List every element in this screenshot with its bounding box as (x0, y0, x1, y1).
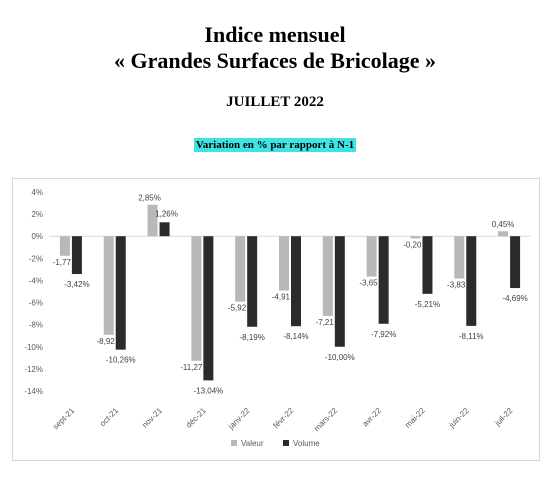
bar-volume (422, 236, 433, 294)
bar-valeur (191, 236, 202, 361)
bar-valeur (235, 236, 246, 302)
data-label: -8,14% (283, 332, 308, 341)
data-label: 0,45% (492, 220, 515, 229)
data-label: 2,85% (138, 194, 161, 203)
bar-volume (203, 236, 214, 381)
x-tick-label: déc-21 (184, 406, 208, 430)
bar-valeur (147, 204, 158, 237)
bar-chart: 4% 2% 0% -2% -4% -6% -8% -10% -12% -14% -1,77 -3,42… (24, 188, 531, 448)
y-tick-label: 2% (31, 210, 43, 219)
x-tick-label: oct-21 (98, 406, 120, 428)
data-label: -5,21% (415, 300, 440, 309)
y-tick-label: -4% (29, 276, 43, 285)
data-label: -8,11% (459, 332, 484, 341)
y-tick-label: -12% (24, 365, 43, 374)
bar-volume (466, 236, 477, 326)
chart-title-line1: Indice mensuel (204, 22, 346, 47)
data-label: -5,92 (228, 304, 247, 313)
data-label: -4,69% (502, 294, 527, 303)
x-tick-label: juin-22 (447, 406, 471, 430)
legend-label-volume: Volume (293, 439, 320, 448)
data-label: -7,92% (371, 330, 396, 339)
x-tick-label: juil-22 (492, 406, 515, 429)
bar-valeur (410, 236, 421, 239)
x-tick-label: sept-21 (51, 406, 77, 432)
data-label: -0,20 (403, 240, 422, 249)
y-tick-label: -6% (29, 299, 43, 308)
bar-valeur (366, 236, 377, 277)
y-tick-label: -8% (29, 321, 43, 330)
bar-valeur (279, 236, 289, 291)
bar-volume (115, 236, 126, 350)
y-tick-label: 4% (31, 188, 43, 197)
legend-swatch-volume (283, 440, 289, 446)
y-tick-label: -2% (29, 254, 43, 263)
data-label: -10,00% (325, 353, 355, 362)
x-tick-label: janv-22 (226, 406, 252, 432)
bar-valeur (322, 236, 333, 316)
legend-swatch-valeur (231, 440, 237, 446)
data-label: -13,04% (193, 386, 223, 395)
data-label: -8,19% (240, 333, 265, 342)
chart-period: JUILLET 2022 (226, 94, 324, 110)
data-label: -10,26% (106, 356, 136, 365)
bar-valeur (454, 236, 465, 279)
chart-area: 4% 2% 0% -2% -4% -6% -8% -10% -12% -14% -1,77 -3,42… (12, 178, 540, 461)
x-tick-label: avr-22 (361, 406, 384, 429)
legend-label-valeur: Valeur (241, 439, 264, 448)
bar-volume (291, 236, 301, 327)
data-label: -1,77 (53, 258, 72, 267)
bar-volume (334, 236, 345, 347)
bar-valeur (498, 231, 509, 237)
chart-title-line2: « Grandes Surfaces de Bricolage » (113, 48, 437, 73)
x-tick-label: nov-21 (140, 406, 164, 430)
bar-volume (159, 222, 170, 237)
chart-subtitle: Variation en % par rapport à N-1 (193, 138, 357, 152)
x-tick-label: mars-22 (312, 406, 339, 433)
y-tick-label: -14% (24, 387, 43, 396)
data-label: -3,83 (447, 281, 466, 290)
data-label: -3,42% (64, 280, 89, 289)
bar-volume (378, 236, 389, 324)
data-label: -8,92 (96, 337, 115, 346)
subtitle-wrapper: Variation en % par rapport à N-1 (0, 135, 550, 153)
bar-volume (510, 236, 521, 289)
bar-volume (71, 236, 82, 275)
data-label: -4,91 (272, 293, 291, 302)
data-label: 1,26% (155, 209, 178, 218)
bar-valeur (103, 236, 114, 335)
y-tick-label: 0% (31, 232, 43, 241)
x-tick-label: mai-22 (403, 406, 427, 430)
bar-valeur (59, 236, 70, 256)
y-tick-label: -10% (24, 343, 43, 352)
bar-volume (247, 236, 258, 327)
data-label: -3,65 (359, 279, 378, 288)
data-label: -11,27 (180, 363, 203, 372)
x-tick-label: févr-22 (271, 406, 295, 430)
data-label: -7,21 (316, 318, 335, 327)
